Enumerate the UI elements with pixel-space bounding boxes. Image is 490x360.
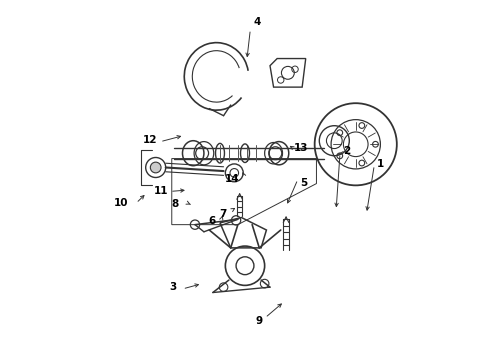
Text: 6: 6 (209, 216, 216, 226)
Text: 11: 11 (154, 186, 168, 197)
Text: 14: 14 (224, 174, 239, 184)
Text: 12: 12 (143, 135, 158, 145)
Text: 1: 1 (377, 159, 384, 169)
Text: 3: 3 (169, 282, 176, 292)
Circle shape (359, 160, 365, 166)
Circle shape (337, 153, 343, 159)
Text: 7: 7 (219, 208, 226, 219)
Circle shape (359, 123, 365, 129)
Circle shape (337, 130, 343, 136)
Text: 10: 10 (114, 198, 128, 208)
Text: 5: 5 (300, 178, 308, 188)
Text: 8: 8 (172, 199, 179, 209)
Text: 13: 13 (294, 143, 309, 153)
Circle shape (372, 141, 378, 147)
Text: 2: 2 (343, 147, 350, 157)
Text: 9: 9 (255, 316, 262, 326)
Text: 4: 4 (254, 17, 261, 27)
Circle shape (150, 162, 161, 173)
